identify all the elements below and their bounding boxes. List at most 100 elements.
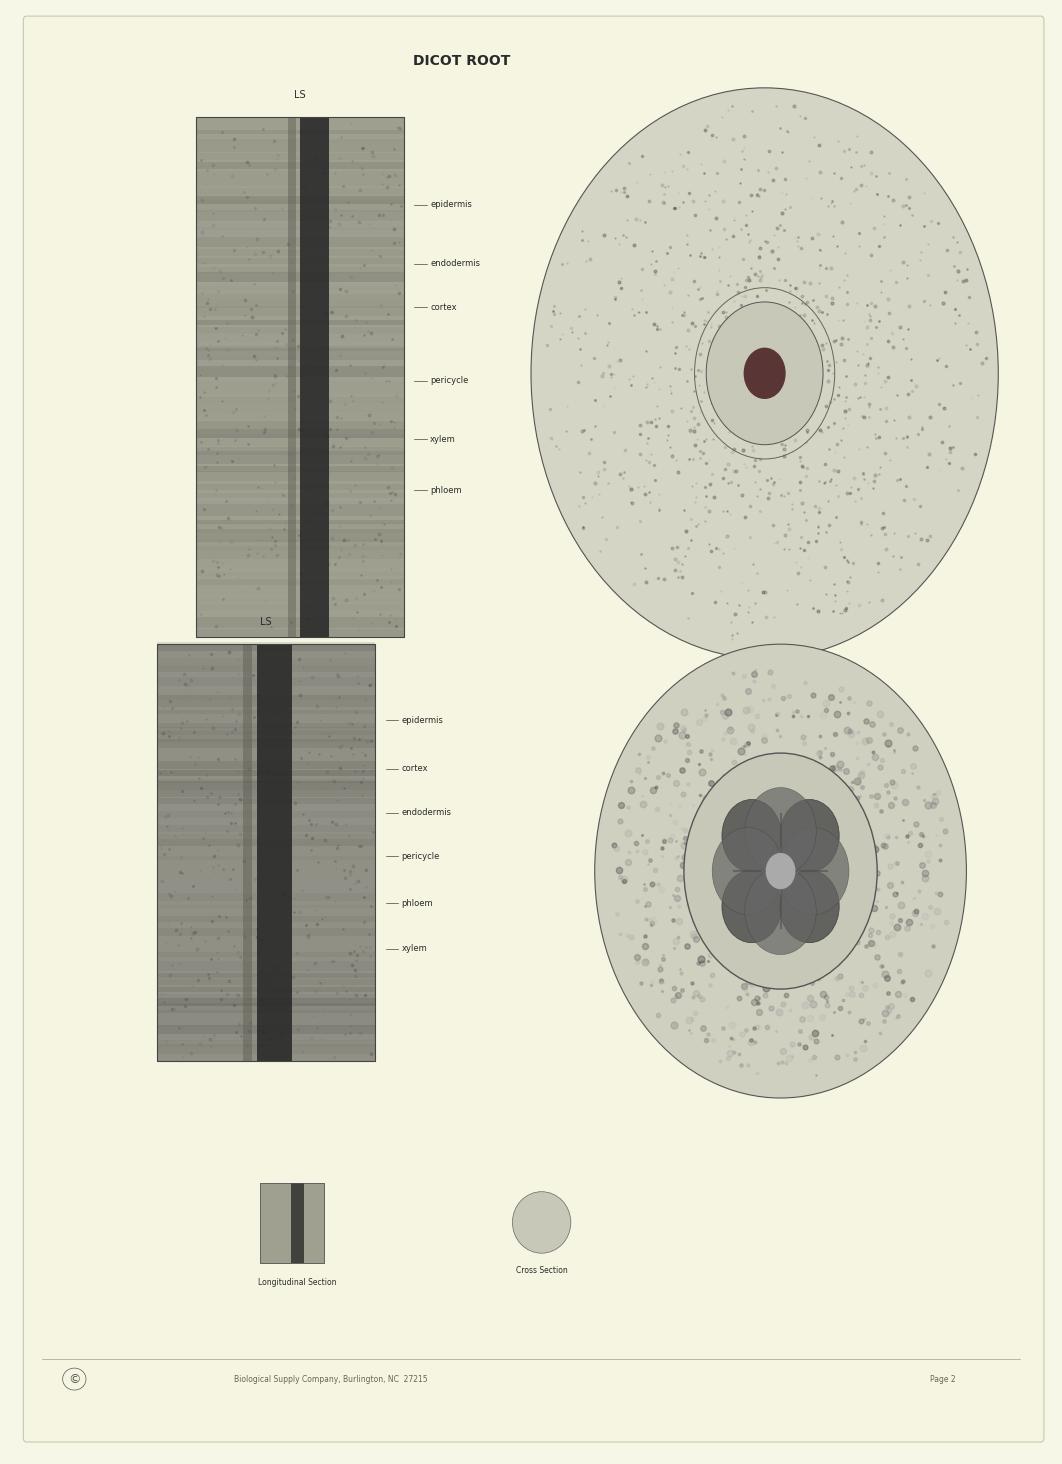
Bar: [196, 429, 404, 438]
Bar: [196, 171, 404, 177]
Bar: [157, 1010, 375, 1019]
Text: Page 2: Page 2: [930, 1375, 956, 1383]
FancyBboxPatch shape: [23, 16, 1044, 1442]
Bar: [157, 818, 375, 826]
Ellipse shape: [780, 870, 839, 943]
Text: LS: LS: [260, 616, 272, 627]
Bar: [157, 875, 375, 880]
Bar: [157, 739, 375, 748]
Bar: [196, 618, 404, 628]
Text: xylem: xylem: [430, 435, 456, 444]
Bar: [196, 196, 404, 203]
Bar: [196, 422, 404, 429]
Bar: [157, 644, 375, 1061]
Bar: [157, 644, 375, 1061]
Ellipse shape: [713, 827, 784, 915]
Bar: [257, 644, 292, 1061]
Bar: [196, 366, 404, 378]
Bar: [289, 117, 295, 637]
Bar: [157, 791, 375, 796]
Bar: [157, 998, 375, 1006]
Bar: [157, 824, 375, 832]
Bar: [157, 1057, 375, 1061]
Bar: [196, 272, 404, 281]
Bar: [157, 839, 375, 846]
Bar: [157, 761, 375, 770]
Text: phloem: phloem: [401, 899, 433, 908]
Bar: [196, 201, 404, 212]
Bar: [196, 433, 404, 447]
Bar: [157, 728, 375, 735]
Text: Cross Section: Cross Section: [516, 1266, 567, 1275]
Bar: [196, 117, 404, 637]
Bar: [196, 523, 404, 533]
Bar: [196, 139, 404, 152]
Bar: [157, 884, 375, 895]
Bar: [157, 641, 375, 651]
Text: endodermis: endodermis: [430, 259, 480, 268]
Bar: [196, 299, 404, 307]
Bar: [243, 644, 252, 1061]
Bar: [157, 955, 375, 963]
Bar: [157, 798, 375, 804]
Bar: [196, 603, 404, 610]
Bar: [157, 770, 375, 776]
Text: Longitudinal Section: Longitudinal Section: [258, 1278, 337, 1287]
Ellipse shape: [706, 302, 823, 445]
Bar: [196, 520, 404, 524]
Ellipse shape: [777, 827, 849, 915]
Bar: [157, 659, 375, 665]
Bar: [196, 546, 404, 559]
Bar: [196, 346, 404, 351]
Bar: [157, 723, 375, 728]
Bar: [157, 974, 375, 978]
Bar: [157, 1020, 375, 1026]
Bar: [196, 130, 404, 135]
Bar: [196, 483, 404, 489]
Text: pericycle: pericycle: [430, 376, 468, 385]
Bar: [196, 258, 404, 265]
Bar: [157, 916, 375, 922]
Bar: [196, 163, 404, 170]
Bar: [157, 846, 375, 852]
Bar: [157, 654, 375, 659]
Ellipse shape: [744, 868, 817, 955]
Bar: [196, 578, 404, 586]
Bar: [196, 613, 404, 619]
Bar: [157, 921, 375, 930]
Bar: [157, 1041, 375, 1048]
Ellipse shape: [743, 347, 786, 400]
Bar: [157, 710, 375, 714]
Bar: [196, 326, 404, 334]
Bar: [196, 227, 404, 239]
Bar: [157, 856, 375, 859]
Text: cortex: cortex: [401, 764, 428, 773]
Bar: [157, 717, 375, 720]
Ellipse shape: [684, 752, 877, 990]
Bar: [196, 348, 404, 360]
Bar: [260, 1183, 324, 1263]
Bar: [157, 943, 375, 950]
Bar: [157, 908, 375, 915]
Text: pericycle: pericycle: [401, 852, 440, 861]
Ellipse shape: [595, 644, 966, 1098]
Bar: [196, 384, 404, 394]
Bar: [196, 306, 404, 316]
Bar: [196, 581, 404, 593]
Bar: [196, 249, 404, 256]
Bar: [157, 938, 375, 943]
Bar: [157, 867, 375, 874]
Bar: [157, 979, 375, 985]
Bar: [157, 802, 375, 811]
Bar: [196, 630, 404, 637]
Bar: [196, 335, 404, 343]
Bar: [196, 539, 404, 550]
Bar: [196, 597, 404, 602]
Bar: [260, 1183, 324, 1263]
Bar: [299, 117, 329, 637]
Text: endodermis: endodermis: [401, 808, 451, 817]
Ellipse shape: [744, 788, 817, 874]
Bar: [157, 834, 375, 839]
Bar: [157, 780, 375, 791]
Bar: [157, 700, 375, 707]
